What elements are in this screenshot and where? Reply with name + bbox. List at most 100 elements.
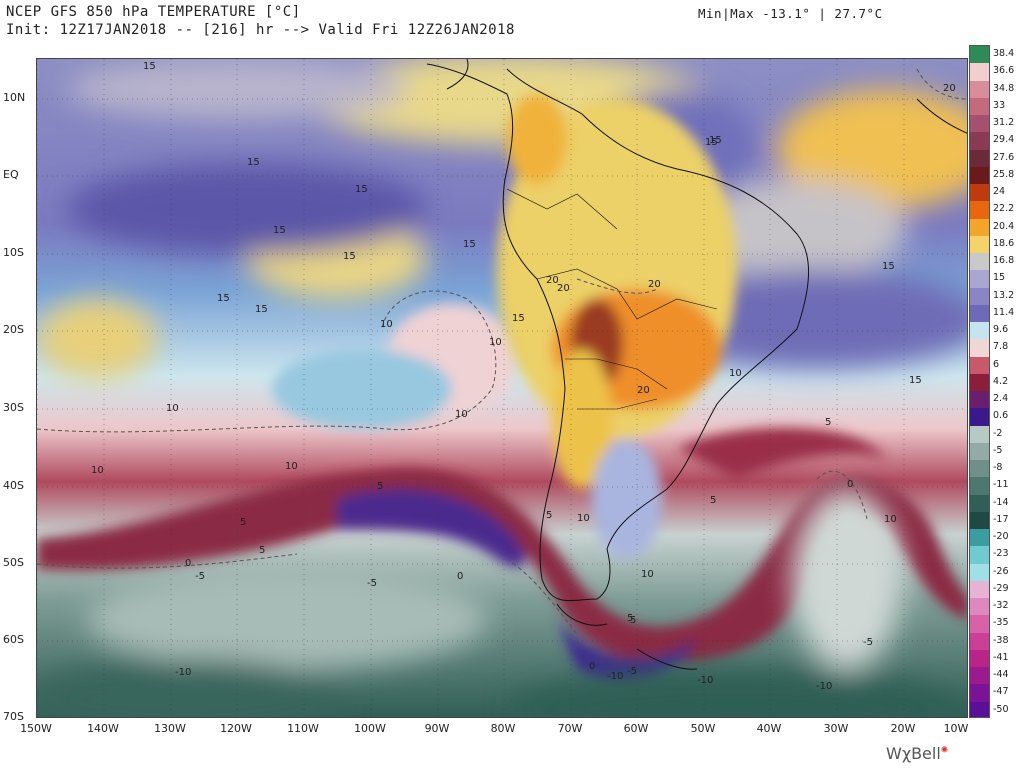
contour-label: 10: [489, 337, 502, 348]
contour-label: 10: [91, 465, 104, 476]
color-bar-label: 22.2: [993, 203, 1015, 215]
color-bar-swatch: [970, 218, 989, 237]
color-bar-swatch: [970, 149, 989, 168]
color-bar-swatch: [970, 649, 989, 668]
contour-label: 10: [577, 513, 590, 524]
contour-label: -10: [816, 681, 832, 692]
lon-label-40w: 40W: [756, 722, 782, 735]
lon-label-70w: 70W: [557, 722, 583, 735]
lon-label-120w: 120W: [220, 722, 252, 735]
contour-label: -10: [607, 671, 623, 682]
color-bar-label: 27.6: [993, 151, 1015, 163]
run-info: Init: 12Z17JAN2018 -- [216] hr --> Valid…: [6, 22, 515, 38]
color-bar-label: 15: [993, 272, 1006, 284]
lon-label-60w: 60W: [623, 722, 649, 735]
min-max-readout: Min|Max -13.1° | 27.7°C: [698, 6, 883, 21]
color-bar-label: -26: [993, 565, 1009, 577]
contour-label: 10: [455, 409, 468, 420]
lat-label-70s: 70S: [3, 710, 24, 723]
contour-label: 10: [641, 569, 654, 580]
color-bar-label: -41: [993, 651, 1009, 663]
lat-lon-grid: [37, 59, 967, 717]
color-bar-label: -14: [993, 496, 1009, 508]
color-bar-label: 16.8: [993, 255, 1015, 267]
contour-label: 10: [884, 514, 897, 525]
color-bar-swatch: [970, 235, 989, 254]
contour-label: 10: [380, 319, 393, 330]
contour-label: 15: [709, 135, 722, 146]
color-bar-label: 20.4: [993, 220, 1015, 232]
lat-label-eq: EQ: [3, 168, 19, 181]
color-bar-swatch: [970, 115, 989, 133]
color-bar-label: -35: [993, 617, 1009, 629]
color-bar-swatch: [970, 132, 989, 151]
contour-label: 15: [255, 304, 268, 315]
contour-label: 15: [273, 225, 286, 236]
color-bar-swatch: [970, 287, 989, 306]
lon-label-140w: 140W: [87, 722, 119, 735]
color-bar-swatch: [970, 494, 989, 513]
contour-label: -5: [367, 578, 377, 589]
contour-label: 0: [847, 479, 853, 490]
contour-label: -5: [627, 666, 637, 677]
color-bar-label: -8: [993, 462, 1003, 474]
color-bar-swatch: [970, 460, 989, 478]
contour-label: 15: [463, 239, 476, 250]
coastlines: [426, 59, 967, 670]
contour-label: 15: [355, 184, 368, 195]
contour-label: 0: [589, 661, 595, 672]
color-bar-swatch: [970, 253, 989, 271]
contour-label: -10: [697, 675, 713, 686]
color-bar-label: -20: [993, 531, 1009, 543]
lon-label-10w: 10W: [943, 722, 969, 735]
color-bar-label: -5: [993, 444, 1003, 456]
contour-label: 20: [648, 279, 661, 290]
color-bar-label: 25.8: [993, 168, 1015, 180]
color-bar-label: 29.4: [993, 134, 1015, 146]
color-bar-swatch: [970, 546, 989, 565]
color-bar-swatch: [970, 201, 989, 220]
color-bar-label: -2: [993, 427, 1003, 439]
color-bar-label: -11: [993, 479, 1009, 491]
color-bar-swatch: [970, 322, 989, 340]
color-bar-swatch: [970, 373, 989, 392]
color-bar-label: -17: [993, 513, 1009, 525]
contour-label: 15: [705, 137, 718, 148]
frontal-band: [37, 427, 967, 684]
contour-label: 15: [247, 157, 260, 168]
color-bar: [969, 45, 990, 718]
color-bar-label: 6: [993, 358, 1000, 370]
color-bar-swatch: [970, 684, 989, 703]
contour-label: 20: [546, 275, 559, 286]
contour-label: -10: [175, 667, 191, 678]
color-bar-swatch: [970, 529, 989, 547]
contour-label: 10: [166, 403, 179, 414]
contour-label: 15: [882, 261, 895, 272]
color-bar-label: -44: [993, 669, 1009, 681]
contour-label: 5: [630, 615, 636, 626]
color-bar-swatch: [970, 80, 989, 99]
color-bar-swatch: [970, 598, 989, 616]
contour-label: 15: [909, 375, 922, 386]
color-bar-label: 11.4: [993, 306, 1015, 318]
contour-label: 5: [627, 613, 633, 624]
color-bar-label: 36.6: [993, 65, 1015, 77]
lon-label-90w: 90W: [424, 722, 450, 735]
contour-label: 20: [943, 83, 956, 94]
color-bar-label: -23: [993, 548, 1009, 560]
color-bar-label: 38.4: [993, 48, 1015, 59]
color-bar-label: 9.6: [993, 324, 1009, 336]
contour-label: 20: [637, 385, 650, 396]
color-bar-swatch: [970, 166, 989, 185]
contour-lines: [37, 68, 967, 635]
contour-label: 20: [557, 283, 570, 294]
contour-label: 5: [240, 517, 246, 528]
sun-icon: ✺: [940, 745, 949, 756]
contour-label: 5: [377, 481, 383, 492]
lon-label-30w: 30W: [823, 722, 849, 735]
color-bar-label: 4.2: [993, 375, 1009, 387]
lat-label-50s: 50S: [3, 556, 24, 569]
subantarctic-field: [37, 489, 967, 717]
